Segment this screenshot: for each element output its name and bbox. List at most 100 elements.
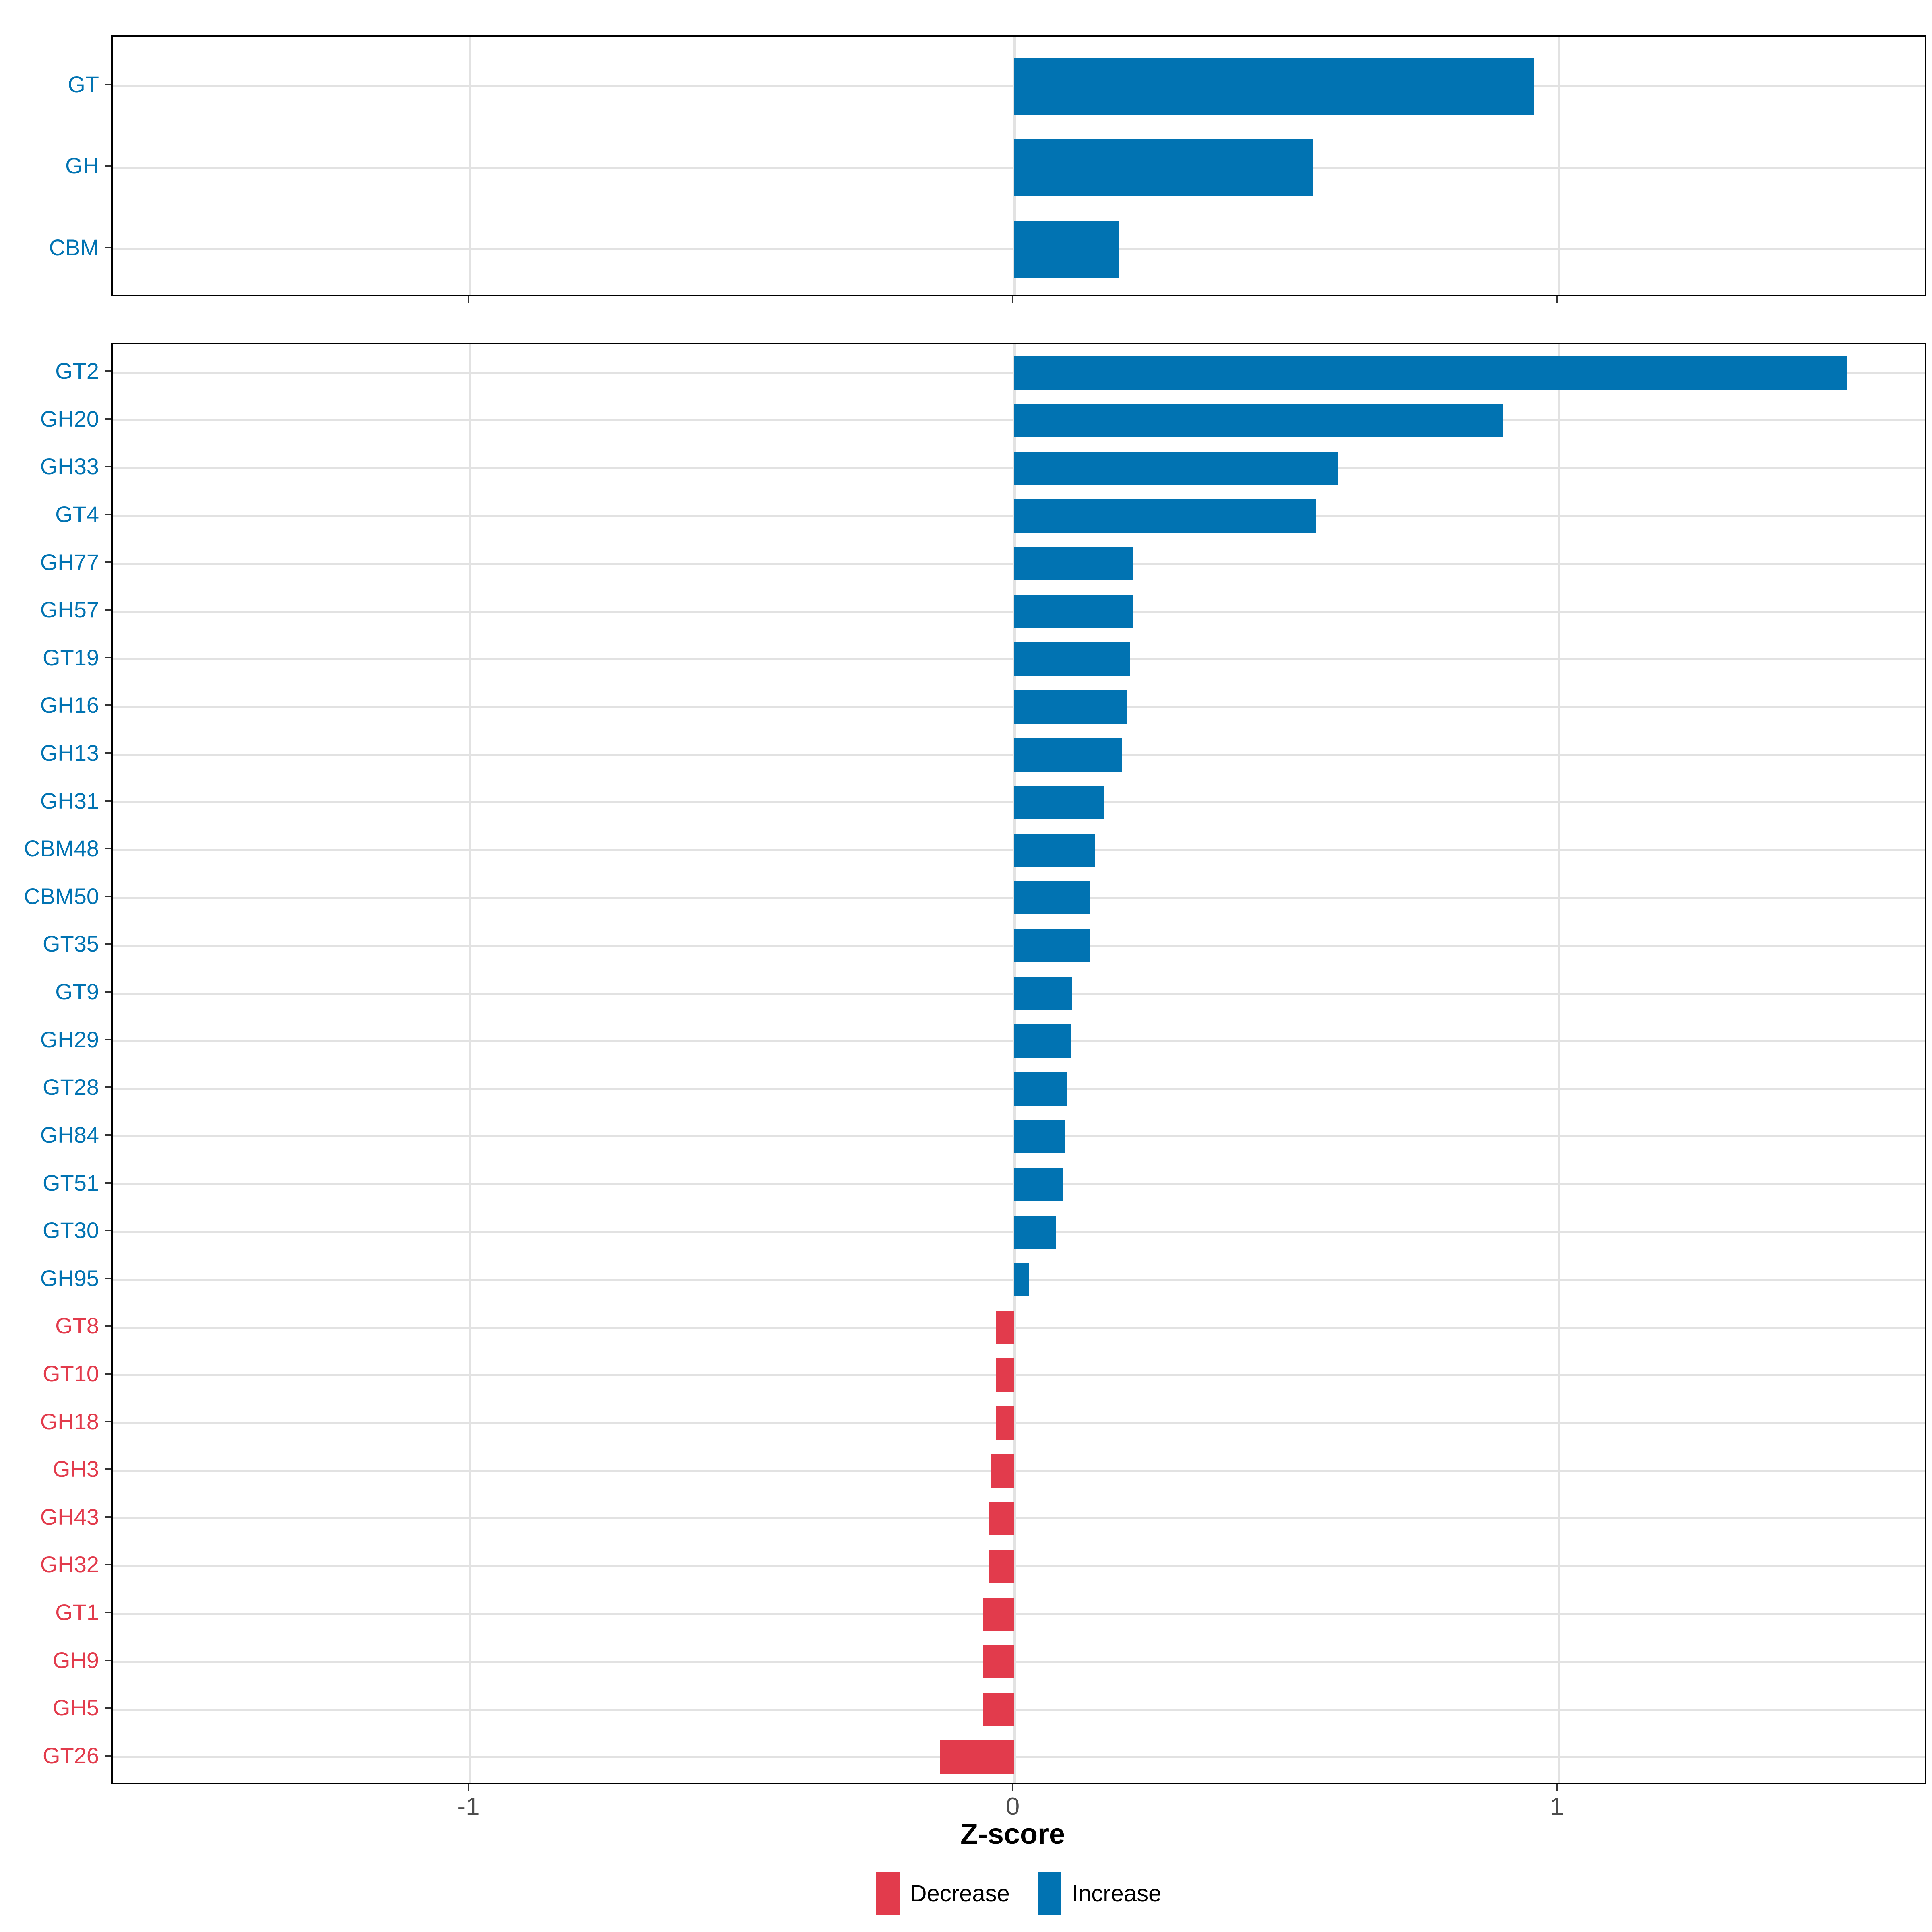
bar-GH5 (983, 1693, 1014, 1726)
gridline-x-1 (1558, 37, 1560, 295)
y-label-GT28: GT28 (42, 1074, 99, 1100)
y-label-GH20: GH20 (40, 406, 99, 431)
legend: Decrease Increase (111, 1872, 1926, 1915)
gridline-row-GH18 (113, 1422, 1925, 1424)
gridline-row-GH32 (113, 1565, 1925, 1567)
y-label-GH: GH (65, 153, 99, 178)
y-tick-GH43 (105, 1516, 111, 1518)
y-label-GH32: GH32 (40, 1552, 99, 1577)
legend-label-increase: Increase (1071, 1880, 1162, 1907)
bar-GT51 (1014, 1168, 1063, 1201)
y-label-GH9: GH9 (52, 1647, 99, 1673)
y-label-GH16: GH16 (40, 692, 99, 718)
y-tick-GT4 (105, 513, 111, 515)
y-tick-GT2 (105, 370, 111, 372)
y-tick-GH5 (105, 1707, 111, 1709)
legend-item-decrease: Decrease (876, 1872, 1010, 1915)
gridline-x-1 (1558, 344, 1560, 1783)
legend-item-increase: Increase (1038, 1872, 1161, 1915)
y-tick-GH18 (105, 1420, 111, 1422)
gridline-row-GT8 (113, 1326, 1925, 1329)
gridline-row-GT26 (113, 1756, 1925, 1759)
y-label-GT19: GT19 (42, 644, 99, 670)
y-label-GH77: GH77 (40, 549, 99, 575)
bar-GH31 (1014, 786, 1104, 819)
x-axis-title: Z-score (960, 1818, 1065, 1850)
y-label-GH84: GH84 (40, 1122, 99, 1148)
y-label-GT26: GT26 (42, 1742, 99, 1768)
y-tick-GH13 (105, 752, 111, 754)
x-tick-summary-1 (1556, 296, 1558, 303)
y-label-CBM50: CBM50 (24, 883, 99, 909)
y-tick-GT30 (105, 1230, 111, 1232)
y-label-GT35: GT35 (42, 931, 99, 957)
gridline-row-GH43 (113, 1517, 1925, 1520)
x-tick-families--1 (468, 1784, 469, 1791)
y-label-GT30: GT30 (42, 1218, 99, 1243)
y-tick-GT35 (105, 943, 111, 945)
bar-GT26 (939, 1740, 1014, 1774)
y-label-GH43: GH43 (40, 1504, 99, 1530)
y-tick-GH95 (105, 1277, 111, 1279)
bar-GH20 (1014, 404, 1503, 438)
y-label-CBM: CBM (49, 234, 99, 260)
bar-GT9 (1014, 976, 1072, 1010)
bar-GT35 (1014, 929, 1090, 962)
families-panel (111, 343, 1926, 1784)
y-tick-GT (105, 83, 111, 85)
y-tick-GT1 (105, 1612, 111, 1613)
y-tick-GH32 (105, 1564, 111, 1566)
y-label-GT2: GT2 (55, 358, 99, 384)
y-tick-GT9 (105, 991, 111, 993)
y-label-GH5: GH5 (52, 1695, 99, 1721)
x-tick-label--1: -1 (457, 1793, 480, 1821)
bar-GH16 (1014, 690, 1127, 724)
y-label-GH31: GH31 (40, 788, 99, 813)
x-tick-label-0: 0 (1005, 1793, 1020, 1821)
x-tick-summary--1 (468, 296, 469, 303)
y-label-GT: GT (68, 71, 99, 97)
y-label-GH57: GH57 (40, 597, 99, 623)
y-label-GH3: GH3 (52, 1456, 99, 1482)
bar-GT2 (1014, 356, 1847, 390)
bar-CBM50 (1014, 881, 1090, 915)
y-tick-GT51 (105, 1182, 111, 1184)
legend-swatch-increase (1038, 1872, 1061, 1915)
bar-GT10 (996, 1358, 1014, 1392)
y-label-GT10: GT10 (42, 1360, 99, 1386)
gridline-row-GT1 (113, 1613, 1925, 1615)
y-tick-GT28 (105, 1086, 111, 1088)
bar-GH33 (1014, 451, 1338, 485)
y-tick-GH29 (105, 1038, 111, 1040)
y-label-GH13: GH13 (40, 740, 99, 766)
gridline-row-GH9 (113, 1661, 1925, 1663)
y-tick-GT26 (105, 1754, 111, 1757)
bar-GT30 (1014, 1215, 1057, 1249)
bar-GT19 (1014, 642, 1130, 676)
y-label-GH18: GH18 (40, 1408, 99, 1434)
bar-CBM (1014, 220, 1119, 278)
gridline-x-0 (1013, 344, 1016, 1783)
bar-CBM48 (1014, 833, 1096, 867)
bar-GH43 (989, 1502, 1014, 1536)
y-tick-CBM50 (105, 895, 111, 897)
y-tick-GH3 (105, 1468, 111, 1470)
y-tick-GH33 (105, 466, 111, 468)
y-label-GH29: GH29 (40, 1026, 99, 1052)
bar-GH77 (1014, 547, 1134, 581)
gridline-row-GH5 (113, 1708, 1925, 1711)
gridline-row-GH3 (113, 1470, 1925, 1472)
legend-swatch-decrease (876, 1872, 900, 1915)
bar-GH18 (996, 1406, 1014, 1440)
bar-GH29 (1014, 1024, 1071, 1058)
y-label-GT51: GT51 (42, 1170, 99, 1195)
y-tick-GH16 (105, 704, 111, 706)
y-label-GT8: GT8 (55, 1313, 99, 1339)
y-tick-GH20 (105, 418, 111, 420)
x-tick-label-1: 1 (1550, 1793, 1564, 1821)
x-tick-families-0 (1012, 1784, 1013, 1791)
gridline-row-GT10 (113, 1374, 1925, 1377)
gridline-x--1 (469, 37, 471, 295)
y-tick-GT19 (105, 656, 111, 658)
